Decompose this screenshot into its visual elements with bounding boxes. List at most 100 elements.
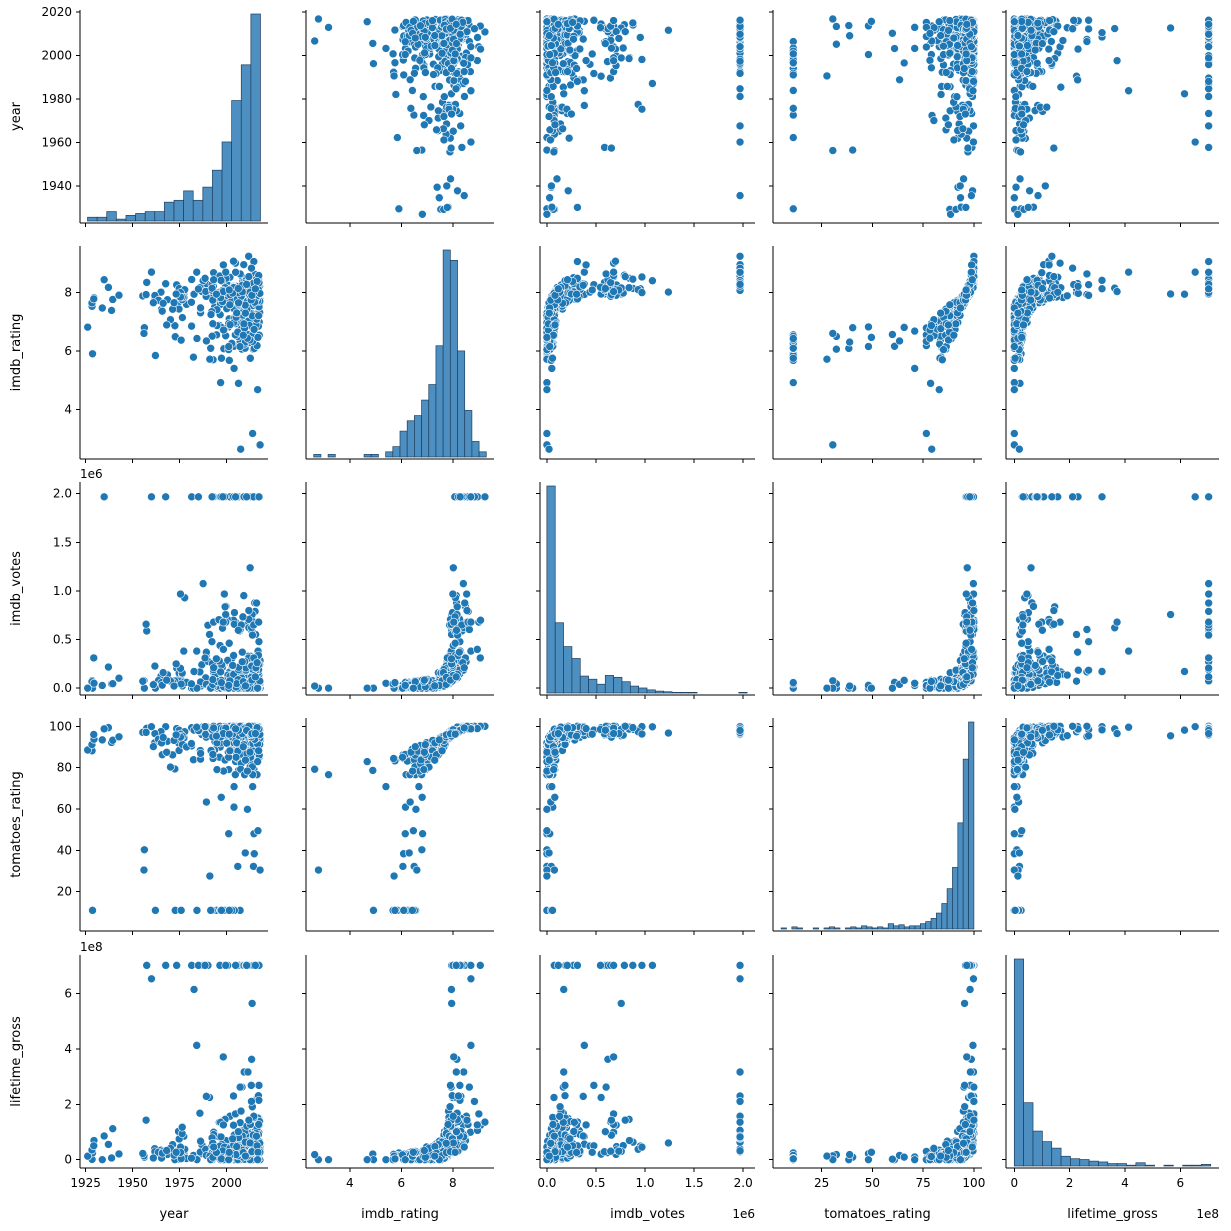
scatter-point [88, 349, 97, 359]
scatter-point [239, 260, 249, 269]
scatter-point [556, 44, 566, 54]
scatter-point [542, 145, 552, 155]
scatter-point [228, 661, 237, 670]
scatter-point [925, 29, 935, 38]
scatter-point [609, 287, 618, 296]
scatter-point [1204, 84, 1213, 94]
scatter-point [200, 653, 210, 663]
scatter-point [828, 440, 838, 450]
scatter-point [254, 637, 264, 646]
scatter-point [225, 320, 235, 329]
scatter-point [107, 306, 116, 315]
scatter-point [476, 44, 485, 54]
scatter-point [141, 290, 151, 299]
scatter-point [575, 44, 585, 54]
scatter-point [542, 385, 552, 394]
scatter-point [410, 68, 419, 78]
scatter-point [399, 70, 409, 80]
scatter-point [104, 662, 113, 672]
scatter-point [421, 68, 430, 77]
scatter-point [925, 333, 935, 343]
scatter-point [466, 42, 476, 51]
scatter-point [237, 647, 247, 657]
hist-bar [442, 249, 451, 458]
scatter-point [466, 617, 476, 627]
scatter-point [944, 320, 953, 330]
scatter-point [1204, 29, 1213, 39]
hist-bar [231, 100, 242, 222]
scatter-point [542, 86, 552, 95]
scatter-point [735, 29, 745, 39]
scatter-point [735, 191, 745, 200]
scatter-point [108, 679, 118, 689]
scatter-point [967, 663, 977, 673]
scatter-point [1072, 676, 1081, 686]
scatter-point [229, 364, 239, 373]
hist-bar [571, 658, 581, 694]
scatter-point [420, 48, 429, 58]
scatter-point [162, 320, 171, 330]
scatter-point [409, 683, 418, 693]
scatter-point [545, 342, 555, 351]
scatter-point [544, 112, 554, 121]
scatter-point [628, 18, 638, 28]
scatter-point [460, 92, 469, 101]
scatter-point [845, 31, 854, 41]
scatter-point [968, 86, 978, 96]
scatter-point [1068, 24, 1077, 34]
scatter-point [927, 677, 936, 686]
scatter-point [1204, 53, 1213, 63]
hist-bar [250, 13, 261, 222]
scatter-point [224, 342, 234, 351]
scatter-point [368, 39, 378, 48]
scatter-point [97, 303, 107, 313]
scatter-point [114, 673, 124, 683]
hist-bar [546, 485, 556, 694]
scatter-point [648, 79, 657, 88]
scatter-point [637, 104, 647, 114]
scatter-point [910, 326, 919, 336]
scatter-point [554, 284, 563, 294]
scatter-point [563, 186, 573, 196]
scatter-point [573, 77, 582, 86]
scatter-point [544, 308, 554, 318]
scatter-point [1180, 289, 1189, 299]
scatter-point [788, 334, 798, 343]
scatter-point [192, 267, 202, 277]
scatter-point [542, 429, 552, 438]
hist-bar [563, 646, 573, 694]
hist-bar [428, 384, 437, 458]
scatter-point [551, 68, 560, 77]
scatter-point [637, 55, 647, 64]
panel-imdb_votes-vs-year: 0.00.51.01.52.0 [53, 482, 268, 699]
scatter-point [400, 681, 410, 690]
scatter-point [457, 143, 467, 152]
scatter-point [232, 308, 242, 318]
scatter-point [224, 681, 234, 690]
scatter-point [922, 429, 931, 438]
scatter-point [420, 675, 429, 685]
scatter-point [1084, 24, 1093, 34]
scatter-point [1190, 267, 1200, 277]
scatter-point [929, 116, 939, 125]
scatter-point [934, 385, 944, 394]
scatter-point [388, 49, 398, 59]
scatter-point [1068, 263, 1077, 273]
scatter-point [969, 77, 978, 86]
scatter-point [1017, 333, 1027, 342]
scatter-point [442, 181, 452, 191]
scatter-point [844, 21, 854, 30]
scatter-point [420, 120, 429, 130]
scatter-point [362, 17, 372, 27]
scatter-point [158, 298, 168, 308]
scatter-point [455, 647, 464, 657]
scatter-point [1017, 109, 1027, 119]
scatter-point [99, 492, 109, 502]
scatter-point [381, 44, 391, 53]
scatter-point [1044, 56, 1054, 65]
scatter-point [1015, 41, 1024, 51]
scatter-point [460, 598, 470, 608]
scatter-point [1010, 193, 1019, 203]
scatter-point [192, 334, 202, 343]
